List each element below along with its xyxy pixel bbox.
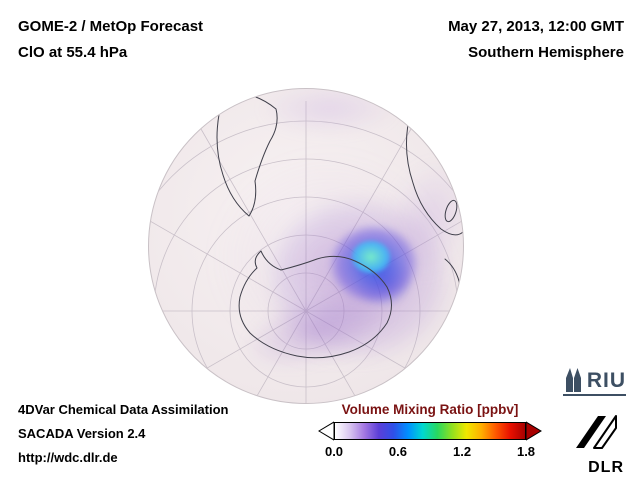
colorbar-tick: 0.0 bbox=[324, 444, 344, 459]
colorbar-arrow-right bbox=[526, 421, 542, 441]
riu-logo: RIU bbox=[562, 366, 626, 396]
colorbar-arrow-left bbox=[318, 421, 334, 441]
header-right: May 27, 2013, 12:00 GMT Southern Hemisph… bbox=[448, 14, 624, 66]
header-left: GOME-2 / MetOp Forecast ClO at 55.4 hPa bbox=[18, 14, 203, 66]
colorbar-tick: 1.8 bbox=[516, 444, 536, 459]
coastlines bbox=[216, 92, 463, 359]
plot-region: Southern Hemisphere bbox=[468, 44, 624, 61]
plot-subtitle: ClO at 55.4 hPa bbox=[18, 44, 128, 61]
colorbar-tick: 1.2 bbox=[453, 444, 472, 459]
colorbar-title: Volume Mixing Ratio [ppbv] bbox=[341, 402, 519, 417]
antarctica-outline bbox=[238, 250, 392, 359]
clo-faint-band-north bbox=[259, 89, 399, 135]
credit-line-assimilation: 4DVar Chemical Data Assimilation bbox=[18, 402, 229, 417]
africa-outline bbox=[405, 106, 463, 236]
credits-block: 4DVar Chemical Data Assimilation SACADA … bbox=[18, 398, 229, 470]
madagascar-outline bbox=[444, 199, 458, 223]
cathedral-icon bbox=[565, 368, 581, 392]
credit-line-version: SACADA Version 2.4 bbox=[18, 426, 146, 441]
plot-date: May 27, 2013, 12:00 GMT bbox=[448, 18, 624, 35]
colorbar-gradient bbox=[334, 422, 526, 440]
dlr-mark-icon bbox=[576, 415, 617, 449]
dlr-logo-text: DLR bbox=[588, 459, 624, 476]
colorbar-ticks: 0.0 0.6 1.2 1.8 bbox=[325, 444, 535, 460]
graticule-grid bbox=[149, 101, 463, 403]
clo-plume-maximum bbox=[351, 240, 391, 274]
colorbar-tick: 0.6 bbox=[388, 444, 407, 459]
riu-logo-text: RIU bbox=[586, 369, 626, 392]
dlr-logo: DLR bbox=[568, 408, 624, 477]
credit-line-url: http://wdc.dlr.de bbox=[18, 450, 118, 465]
colorbar: Volume Mixing Ratio [ppbv] 0.0 0.6 1.2 1… bbox=[318, 402, 542, 460]
south-america-outline bbox=[216, 92, 278, 217]
australia-outline bbox=[444, 258, 460, 304]
globe-map bbox=[148, 88, 464, 404]
plot-title: GOME-2 / MetOp Forecast bbox=[18, 18, 204, 35]
